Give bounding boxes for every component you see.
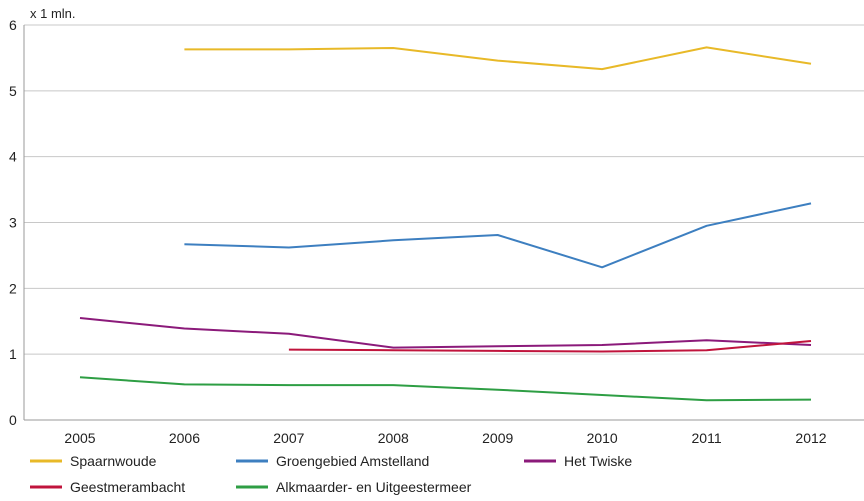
- gridlines: [24, 24, 864, 421]
- y-tick-label: 5: [9, 83, 17, 99]
- y-tick-label: 0: [9, 412, 17, 428]
- legend-label: Het Twiske: [564, 453, 632, 469]
- legend-label: Groengebied Amstelland: [276, 453, 429, 469]
- y-tick-label: 6: [9, 17, 17, 33]
- y-tick-label: 4: [9, 149, 17, 165]
- legend: Spaarnwoude Groengebied Amstelland Het Twi…: [30, 453, 632, 495]
- x-tick-label: 2005: [64, 430, 95, 446]
- legend-label: Spaarnwoude: [70, 453, 157, 469]
- y-tick-label: 3: [9, 215, 17, 231]
- series-line: [184, 202, 812, 269]
- y-axis: 0 1 2 3 4 5 6: [9, 17, 25, 428]
- x-tick-label: 2011: [692, 430, 722, 446]
- series-line: [79, 317, 812, 349]
- series-line: [79, 376, 812, 402]
- x-axis: 2005 2006 2007 2008 2009 2010 2011 2012: [64, 430, 826, 446]
- y-tick-label: 1: [9, 346, 17, 362]
- legend-label: Geestmerambacht: [70, 479, 185, 495]
- legend-label: Alkmaarder- en Uitgeestermeer: [276, 479, 472, 495]
- x-tick-label: 2007: [273, 430, 304, 446]
- x-tick-label: 2012: [795, 430, 826, 446]
- x-tick-label: 2009: [482, 430, 513, 446]
- x-tick-label: 2010: [587, 430, 618, 446]
- series-line: [184, 46, 812, 71]
- y-tick-label: 2: [9, 280, 17, 296]
- x-tick-label: 2008: [378, 430, 409, 446]
- series-lines: [79, 46, 812, 402]
- x-tick-label: 2006: [169, 430, 200, 446]
- series-line: [288, 340, 812, 353]
- y-unit-label: x 1 mln.: [30, 6, 76, 21]
